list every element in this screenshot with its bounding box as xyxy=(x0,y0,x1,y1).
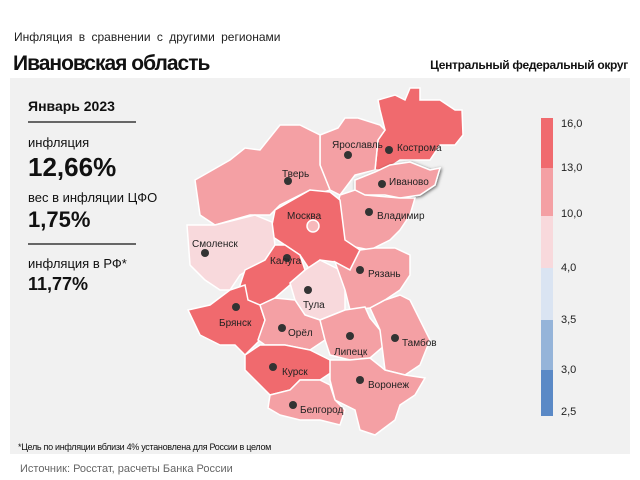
city-marker xyxy=(356,266,364,274)
legend-tick: 4,0 xyxy=(561,262,577,274)
region-13[interactable] xyxy=(369,294,431,376)
region-16[interactable] xyxy=(267,379,346,426)
legend-swatch xyxy=(541,118,553,168)
city-marker xyxy=(284,177,292,185)
region-label: Москва xyxy=(287,211,322,222)
region-label: Тамбов xyxy=(402,337,437,349)
region-label: Калуга xyxy=(270,256,302,267)
legend-tick: 13,0 xyxy=(561,162,583,174)
city-marker xyxy=(385,146,393,154)
city-marker xyxy=(283,254,291,262)
city-marker xyxy=(346,332,354,340)
region-15[interactable] xyxy=(329,357,427,436)
legend-swatch xyxy=(541,216,553,268)
city-marker xyxy=(356,376,364,384)
period-label: Январь 2023 xyxy=(28,98,115,114)
region-label: Воронеж xyxy=(368,380,409,391)
footnote: *Цель по инфляции вблизи 4% установлена … xyxy=(18,442,272,452)
legend-swatch xyxy=(541,370,553,416)
region-0[interactable] xyxy=(374,87,464,171)
legend-swatch xyxy=(541,168,553,216)
region-label: Ярославль xyxy=(332,140,383,151)
legend-tick: 3,5 xyxy=(561,314,577,326)
region-label: Иваново xyxy=(389,177,429,188)
district-label: Центральный федеральный округ xyxy=(430,58,628,72)
source-note: Источник: Росстат, расчеты Банка России xyxy=(20,463,233,475)
city-marker xyxy=(269,363,277,371)
legend-tick: 3,0 xyxy=(561,364,577,376)
city-marker xyxy=(391,334,399,342)
region-label: Тверь xyxy=(282,169,309,180)
region-label: Орёл xyxy=(288,328,313,339)
divider xyxy=(28,121,136,123)
region-label: Брянск xyxy=(219,318,252,329)
region-label: Тула xyxy=(303,300,325,311)
subtitle: Инфляция в сравнении с другими регионами xyxy=(14,30,281,44)
city-marker xyxy=(306,219,320,233)
legend-swatch xyxy=(541,268,553,320)
inflation-value: 12,66% xyxy=(28,152,117,182)
city-marker xyxy=(365,208,373,216)
region-label: Курск xyxy=(282,367,308,378)
rf-inflation-value: 11,77% xyxy=(28,274,89,294)
legend-swatch xyxy=(541,320,553,370)
legend-tick: 16,0 xyxy=(561,118,583,130)
region-label: Кострома xyxy=(397,143,442,154)
city-marker xyxy=(278,324,286,332)
page-title: Ивановская область xyxy=(13,52,210,75)
region-label: Смоленск xyxy=(192,239,238,250)
region-label: Белгород xyxy=(300,405,344,416)
city-marker xyxy=(201,249,209,257)
legend-tick: 10,0 xyxy=(561,208,583,220)
weight-value: 1,75% xyxy=(28,207,91,232)
region-label: Рязань xyxy=(368,269,401,280)
inflation-label: инфляция xyxy=(28,135,90,150)
city-marker xyxy=(304,286,312,294)
region-label: Липецк xyxy=(334,347,368,358)
city-marker xyxy=(289,401,297,409)
region-label: Владимир xyxy=(377,211,425,222)
weight-label: вес в инфляции ЦФО xyxy=(28,190,158,205)
city-marker xyxy=(344,151,352,159)
rf-inflation-label: инфляция в РФ* xyxy=(28,256,127,271)
divider xyxy=(28,243,136,245)
region-4[interactable] xyxy=(194,124,331,226)
city-marker xyxy=(232,303,240,311)
legend-tick: 2,5 xyxy=(561,406,577,418)
region-11[interactable] xyxy=(257,297,326,351)
city-marker xyxy=(378,180,386,188)
